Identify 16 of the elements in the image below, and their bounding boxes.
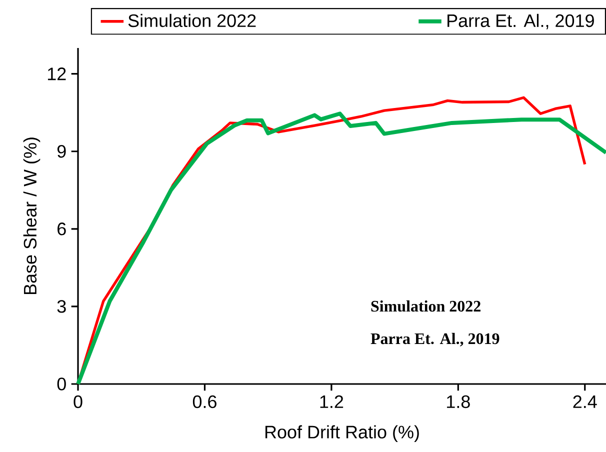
y-axis-title: Base Shear / W (%) — [23, 138, 40, 294]
x-tick-label: 1.2 — [320, 395, 344, 408]
x-tick-label: 0 — [74, 395, 82, 408]
annotation: Simulation 2022 — [371, 300, 480, 312]
x-tick-label: 1.8 — [447, 395, 470, 408]
y-tick-label: 12 — [48, 68, 66, 80]
legend-label: Parra Et. Al., 2019 — [448, 14, 594, 30]
y-tick-label: 6 — [58, 222, 66, 236]
x-axis-title: Roof Drift Ratio (%) — [265, 425, 419, 442]
legend-label: Simulation 2022 — [128, 14, 256, 28]
y-tick-label: 9 — [57, 145, 66, 158]
x-tick-label: 2.4 — [573, 395, 597, 408]
y-tick-label: 0 — [57, 378, 66, 390]
annotation: Parra Et. Al., 2019 — [370, 332, 500, 346]
x-tick-label: 0.6 — [192, 395, 216, 408]
y-tick-label: 3 — [57, 300, 66, 313]
